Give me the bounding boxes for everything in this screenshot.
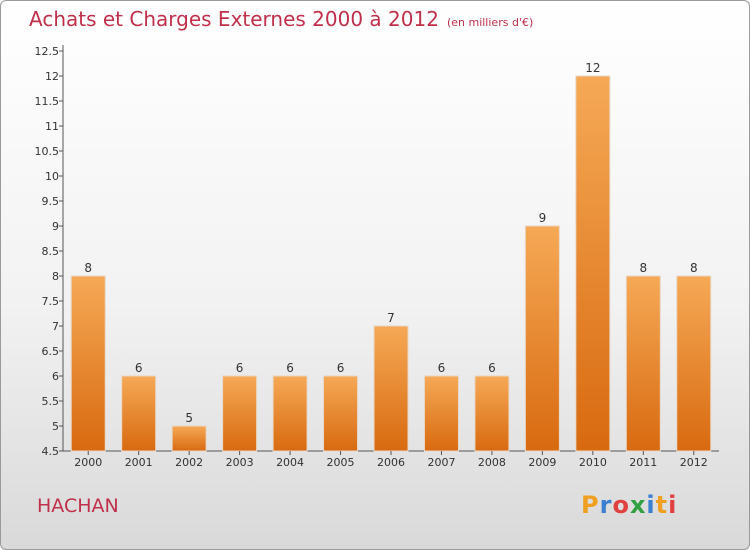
bar-value-label: 8 xyxy=(84,261,92,275)
logo-letter: o xyxy=(612,491,630,519)
bar-value-label: 6 xyxy=(286,361,294,375)
y-tick-label: 9 xyxy=(52,220,59,233)
y-tick-label: 10.5 xyxy=(35,145,60,158)
chart-subtitle: (en milliers d'€) xyxy=(446,16,534,29)
x-tick-label: 2000 xyxy=(74,456,102,469)
y-tick-label: 12.5 xyxy=(35,45,60,58)
bar-value-label: 6 xyxy=(438,361,446,375)
bar-value-label: 9 xyxy=(539,211,547,225)
bar xyxy=(373,325,409,452)
chart-title: Achats et Charges Externes 2000 à 2012 (e… xyxy=(29,7,533,31)
bar-value-label: 8 xyxy=(690,261,698,275)
bar-value-label: 6 xyxy=(488,361,496,375)
chart-title-text: Achats et Charges Externes 2000 à 2012 xyxy=(29,7,439,31)
y-tick-label: 7 xyxy=(52,320,59,333)
bar xyxy=(423,375,459,452)
x-tick-label: 2001 xyxy=(125,456,153,469)
bar-value-label: 12 xyxy=(585,61,600,75)
bar xyxy=(222,375,258,452)
bar xyxy=(171,425,207,452)
bar-value-label: 7 xyxy=(387,311,395,325)
commune-name: HACHAN xyxy=(37,495,119,517)
bar xyxy=(474,375,510,452)
y-tick-label: 8 xyxy=(52,270,59,283)
bar-value-label: 6 xyxy=(236,361,244,375)
logo-letter: t xyxy=(655,491,669,519)
bar xyxy=(676,275,712,452)
x-tick-label: 2010 xyxy=(579,456,607,469)
bar xyxy=(323,375,359,452)
logo-letter: i xyxy=(646,491,656,519)
bar-value-label: 6 xyxy=(337,361,345,375)
bar xyxy=(625,275,661,452)
bar xyxy=(575,75,611,452)
y-tick-label: 11 xyxy=(45,120,59,133)
y-tick-label: 5.5 xyxy=(42,395,60,408)
bar xyxy=(121,375,157,452)
proxiti-logo: Proxiti xyxy=(581,491,677,519)
y-tick-label: 9.5 xyxy=(42,195,60,208)
logo-letter: r xyxy=(599,491,613,519)
y-tick-label: 4.5 xyxy=(42,445,60,458)
y-tick-label: 6 xyxy=(52,370,59,383)
y-tick-label: 10 xyxy=(45,170,59,183)
x-tick-label: 2003 xyxy=(226,456,254,469)
logo-letter: P xyxy=(581,491,600,519)
bar xyxy=(272,375,308,452)
bar-value-label: 8 xyxy=(639,261,647,275)
y-tick-label: 6.5 xyxy=(42,345,60,358)
x-tick-label: 2006 xyxy=(377,456,405,469)
y-tick-label: 12 xyxy=(45,70,59,83)
x-tick-label: 2008 xyxy=(478,456,506,469)
x-tick-label: 2007 xyxy=(427,456,455,469)
x-tick-label: 2011 xyxy=(629,456,657,469)
x-tick-label: 2009 xyxy=(528,456,556,469)
bar-value-label: 6 xyxy=(135,361,143,375)
bar xyxy=(524,225,560,452)
y-tick-label: 8.5 xyxy=(42,245,60,258)
y-tick-label: 5 xyxy=(52,420,59,433)
y-tick-label: 11.5 xyxy=(35,95,60,108)
y-tick-label: 7.5 xyxy=(42,295,60,308)
x-tick-label: 2004 xyxy=(276,456,304,469)
bar-value-label: 5 xyxy=(185,411,193,425)
x-tick-label: 2002 xyxy=(175,456,203,469)
logo-letter: x xyxy=(629,491,647,519)
logo-letter: i xyxy=(668,491,678,519)
x-tick-label: 2005 xyxy=(327,456,355,469)
bar xyxy=(70,275,106,452)
x-tick-label: 2012 xyxy=(680,456,708,469)
